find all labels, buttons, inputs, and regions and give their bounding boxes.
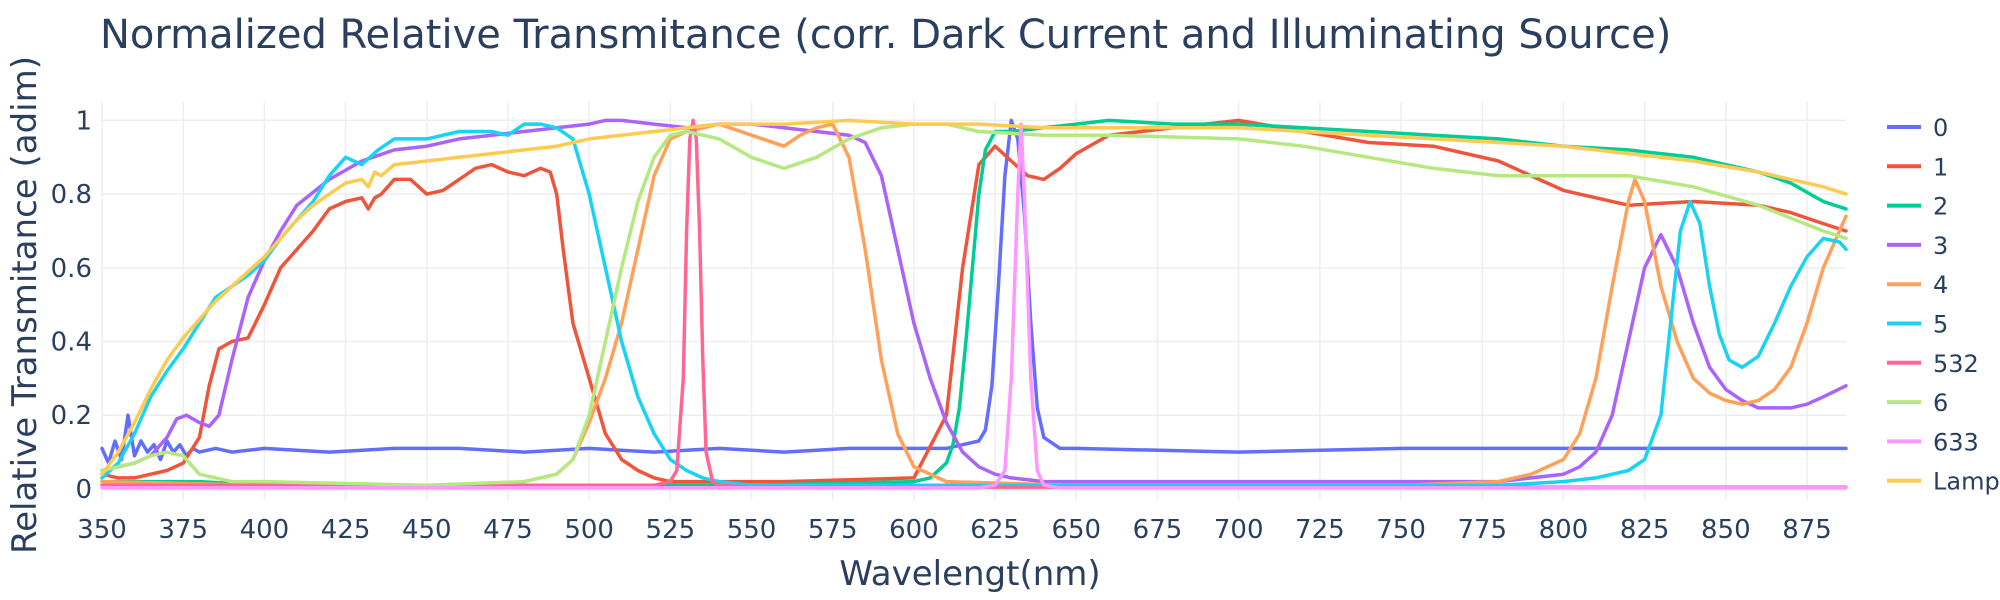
y-tick-label: 0.2 [51, 401, 92, 431]
x-tick-label: 475 [483, 515, 533, 545]
x-tick-label: 550 [727, 515, 777, 545]
x-tick-label: 875 [1782, 515, 1832, 545]
legend-item-3[interactable]: 3 [1887, 232, 1948, 260]
x-tick-label: 775 [1457, 515, 1507, 545]
x-tick-label: 350 [77, 515, 127, 545]
y-tick-label: 1 [75, 106, 92, 136]
x-tick-label: 825 [1620, 515, 1670, 545]
x-tick-label: 575 [808, 515, 858, 545]
legend-item-1[interactable]: 1 [1887, 153, 1948, 181]
y-tick-label: 0.8 [51, 180, 92, 210]
x-tick-label: 800 [1539, 515, 1589, 545]
legend-label: 5 [1933, 311, 1948, 339]
y-tick-label: 0.6 [51, 254, 92, 284]
x-tick-labels: 350 375 400 425 450 475 500 525 550 575 600 625 650 6… [77, 515, 1832, 545]
x-tick-label: 725 [1295, 515, 1345, 545]
x-tick-label: 425 [321, 515, 371, 545]
legend-label: 3 [1933, 232, 1948, 260]
x-tick-label: 625 [970, 515, 1020, 545]
x-tick-label: 650 [1051, 515, 1101, 545]
legend-label: 2 [1933, 193, 1948, 221]
legend-item-6[interactable]: 6 [1887, 389, 1948, 417]
legend-item-4[interactable]: 4 [1887, 271, 1948, 299]
series-lines [100, 118, 1848, 490]
series-line-6 [100, 122, 1848, 488]
x-tick-label: 400 [240, 515, 290, 545]
x-tick-label: 750 [1376, 515, 1426, 545]
x-tick-label: 450 [402, 515, 452, 545]
legend-label: Lamp [1933, 468, 2000, 496]
legend-item-633[interactable]: 633 [1887, 428, 1979, 456]
legend-item-5[interactable]: 5 [1887, 311, 1948, 339]
y-axis-title: Relative Transmitance (adim) [5, 56, 45, 554]
legend-item-Lamp[interactable]: Lamp [1887, 468, 2000, 496]
x-tick-label: 675 [1133, 515, 1183, 545]
series-line-0 [100, 118, 1848, 465]
x-tick-label: 375 [158, 515, 208, 545]
legend-item-0[interactable]: 0 [1887, 114, 1948, 142]
x-tick-label: 600 [889, 515, 939, 545]
series-line-5 [100, 122, 1848, 488]
series-line-4 [100, 122, 1848, 488]
legend-item-532[interactable]: 532 [1887, 350, 1979, 378]
chart-title: Normalized Relative Transmitance (corr. … [100, 12, 1671, 58]
legend-label: 532 [1933, 350, 1979, 378]
x-tick-label: 850 [1701, 515, 1751, 545]
legend-label: 0 [1933, 114, 1948, 142]
legend-label: 4 [1933, 271, 1948, 299]
legend-label: 6 [1933, 389, 1948, 417]
series-line-3 [100, 118, 1848, 484]
y-tick-label: 0.4 [51, 328, 92, 358]
y-tick-labels: 0 0.2 0.4 0.6 0.8 1 [51, 106, 92, 505]
legend-item-2[interactable]: 2 [1887, 193, 1948, 221]
x-axis-title: Wavelengt(nm) [839, 554, 1100, 594]
legend-label: 1 [1933, 153, 1948, 181]
series-line-Lamp [100, 118, 1848, 476]
legend-label: 633 [1933, 428, 1979, 456]
x-tick-label: 500 [564, 515, 614, 545]
legend[interactable]: 0 1 2 3 4 5 532 6 633 Lamp [1887, 114, 2000, 496]
x-tick-label: 700 [1214, 515, 1264, 545]
series-line-633 [100, 122, 1848, 490]
x-tick-label: 525 [646, 515, 696, 545]
y-tick-label: 0 [75, 475, 92, 505]
